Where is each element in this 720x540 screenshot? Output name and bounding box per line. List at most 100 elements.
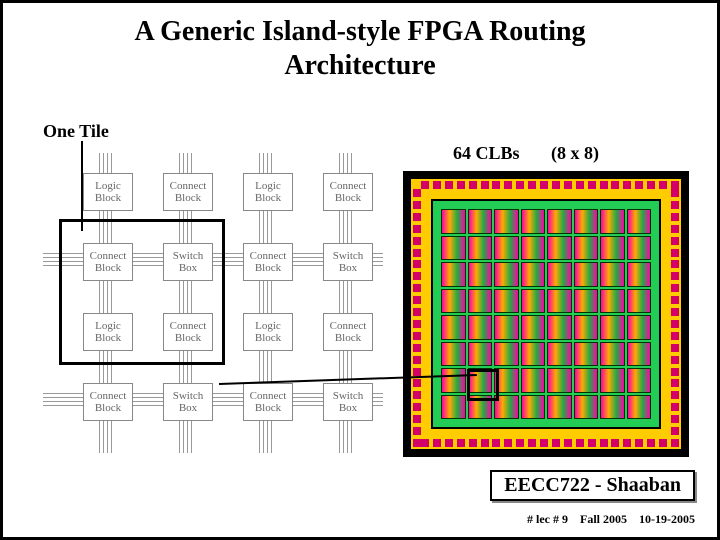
io-pad [623, 439, 631, 447]
one-tile-label: One Tile [43, 121, 109, 142]
clb-cell [468, 262, 493, 287]
io-pad [671, 415, 679, 423]
title-line-1: A Generic Island-style FPGA Routing [134, 16, 585, 47]
io-pad [576, 181, 584, 189]
clb-cell [574, 315, 599, 340]
fpga-die [403, 171, 689, 457]
clb-cell [547, 342, 572, 367]
clb-cell [574, 209, 599, 234]
clb-cell [627, 262, 652, 287]
io-pad [413, 284, 421, 292]
clb-cell [441, 289, 466, 314]
io-pad [659, 439, 667, 447]
clb-cell [521, 342, 546, 367]
footer-lec: # lec # 9 [527, 512, 568, 526]
clb-cell [627, 315, 652, 340]
io-pad [413, 391, 421, 399]
io-pad [504, 181, 512, 189]
io-pad [445, 439, 453, 447]
io-pad [528, 439, 536, 447]
io-pad [433, 181, 441, 189]
clb-cell [547, 368, 572, 393]
clb-cell [441, 262, 466, 287]
io-pad [635, 439, 643, 447]
io-pad [671, 296, 679, 304]
io-pad [611, 439, 619, 447]
io-pad [671, 320, 679, 328]
io-pad [671, 260, 679, 268]
io-pad [421, 439, 429, 447]
io-pad [540, 181, 548, 189]
clb-cell [468, 315, 493, 340]
io-pad [564, 181, 572, 189]
clb-cell [468, 289, 493, 314]
clb-cell [627, 289, 652, 314]
clb-cell [547, 395, 572, 420]
connect-block: Connect Block [323, 313, 373, 351]
clb-cell [521, 395, 546, 420]
clb-cell [494, 289, 519, 314]
footer-term: Fall 2005 [580, 512, 627, 526]
io-pad [504, 439, 512, 447]
clb-cell [547, 262, 572, 287]
io-pad [413, 296, 421, 304]
connect-block: Connect Block [163, 173, 213, 211]
io-pad [671, 284, 679, 292]
clb-cell [574, 368, 599, 393]
io-pad [540, 439, 548, 447]
io-pad [516, 181, 524, 189]
io-pad [671, 201, 679, 209]
io-pad [413, 320, 421, 328]
clb-cell [600, 315, 625, 340]
clb-cell [600, 209, 625, 234]
io-pad [671, 308, 679, 316]
io-pad [659, 181, 667, 189]
footer-meta: # lec # 9 Fall 2005 10-19-2005 [527, 512, 695, 527]
schematic-diagram: Logic BlockConnect BlockLogic BlockConne… [43, 163, 383, 463]
clb-cell [574, 395, 599, 420]
grid-size-label: (8 x 8) [551, 143, 599, 164]
clb-cell [547, 236, 572, 261]
clb-cell [441, 395, 466, 420]
io-pad [413, 403, 421, 411]
io-pad [588, 181, 596, 189]
switch-block: Switch Box [323, 383, 373, 421]
footer-course: EECC722 - Shaaban [490, 470, 695, 501]
io-pad [647, 181, 655, 189]
io-pad [492, 439, 500, 447]
connect-block: Connect Block [243, 243, 293, 281]
io-pad [611, 181, 619, 189]
footer-date: 10-19-2005 [639, 512, 695, 526]
io-pad [492, 181, 500, 189]
io-pad [421, 181, 429, 189]
clbs-label: 64 CLBs [453, 143, 520, 164]
io-pad [413, 213, 421, 221]
slide-title: A Generic Island-style FPGA Routing Arch… [3, 15, 717, 82]
io-pad [600, 181, 608, 189]
io-pad [516, 439, 524, 447]
clb-cell [494, 209, 519, 234]
clb-cell [494, 262, 519, 287]
io-pad [413, 237, 421, 245]
clb-cell [600, 262, 625, 287]
clb-cell [494, 342, 519, 367]
clb-cell [521, 289, 546, 314]
clb-cell [574, 236, 599, 261]
io-pad [433, 439, 441, 447]
io-pad [552, 181, 560, 189]
io-pad [671, 225, 679, 233]
clb-cell [627, 209, 652, 234]
io-pad [413, 332, 421, 340]
clb-cell [574, 342, 599, 367]
io-pad [635, 181, 643, 189]
clb-cell [521, 236, 546, 261]
switch-block: Switch Box [163, 383, 213, 421]
clb-cell [627, 368, 652, 393]
title-line-2: Architecture [284, 50, 435, 81]
io-pad [413, 272, 421, 280]
clb-cell [600, 236, 625, 261]
io-pad [552, 439, 560, 447]
clb-cell [547, 315, 572, 340]
clb-cell [494, 315, 519, 340]
io-pad [671, 391, 679, 399]
